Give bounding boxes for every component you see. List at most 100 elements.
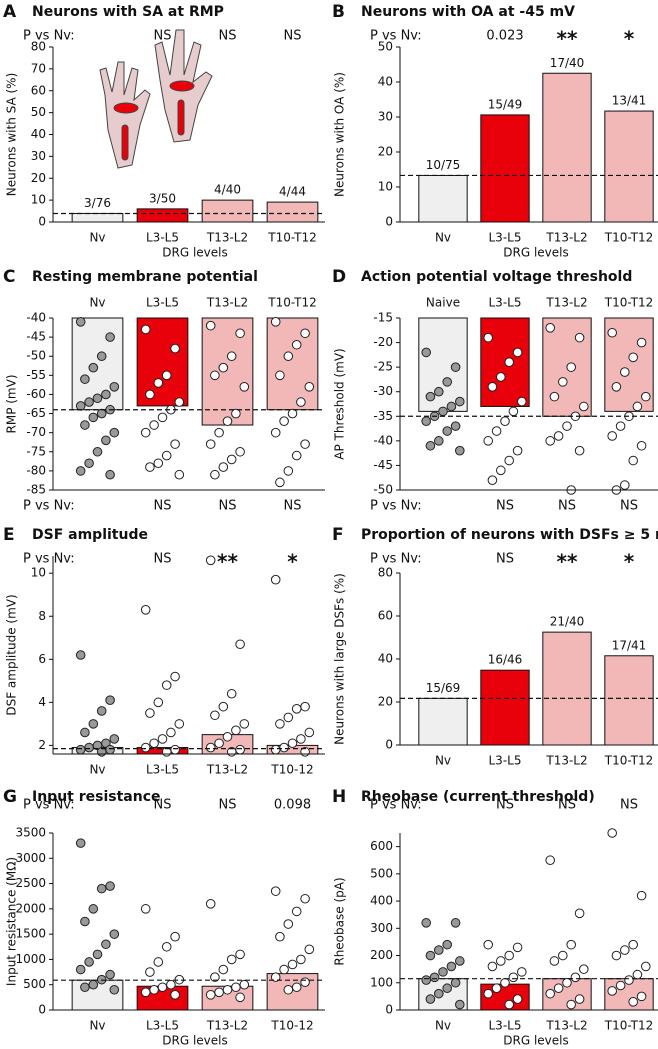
data-point: [438, 406, 448, 417]
data-point: [291, 906, 302, 917]
p-value: NS: [284, 29, 302, 44]
data-point: [88, 412, 99, 423]
y-tick-label: -30: [373, 384, 393, 398]
x-axis-label: DRG levels: [162, 1034, 227, 1048]
data-point: [75, 964, 86, 975]
y-tick-label: -60: [26, 387, 46, 401]
data-point: [283, 712, 294, 723]
data-point: [496, 372, 506, 382]
data-point: [210, 469, 220, 480]
data-point: [170, 744, 180, 755]
data-point: [75, 466, 86, 476]
data-point: [270, 574, 281, 585]
x-tick-label: L3-L5: [146, 1019, 179, 1033]
data-point: [170, 671, 180, 682]
bar-label: 4/40: [214, 183, 241, 197]
p-value: *: [624, 27, 635, 51]
x-tick-label: T13-L2: [206, 1019, 248, 1033]
data-point: [487, 382, 498, 392]
p-label: P vs Nv:: [370, 552, 422, 567]
data-point: [105, 469, 115, 480]
y-tick-label: 1500: [15, 927, 46, 941]
panel-title: Action potential voltage threshold: [361, 269, 632, 285]
data-point: [226, 454, 237, 465]
y-tick-label: 10: [378, 180, 393, 194]
x-tick-label: Nv: [89, 296, 105, 310]
bar: [136, 317, 189, 407]
y-tick-label: 3500: [15, 826, 46, 840]
p-value: **: [217, 550, 238, 574]
data-point: [421, 347, 432, 358]
data-point: [214, 738, 224, 749]
y-tick-label: 60: [31, 83, 46, 97]
y-tick-label: 40: [378, 75, 393, 89]
x-tick-label: Nv: [89, 763, 105, 777]
data-point: [434, 945, 444, 955]
bar: [418, 174, 468, 223]
data-point: [300, 701, 310, 712]
data-point: [231, 982, 241, 993]
data-point: [109, 734, 120, 744]
data-point: [421, 918, 432, 928]
data-point: [96, 408, 107, 419]
panel-label: A: [3, 2, 17, 22]
data-point: [270, 744, 281, 755]
data-point: [628, 997, 639, 1007]
data-point: [545, 436, 556, 446]
bar: [480, 114, 530, 223]
data-point: [222, 416, 233, 427]
data-point: [205, 555, 216, 566]
y-tick-label: 6: [38, 652, 46, 666]
data-point: [161, 450, 172, 461]
data-point: [574, 908, 585, 919]
panel-title: Rheobase (current threshold): [361, 789, 595, 805]
data-point: [574, 445, 585, 456]
data-point: [231, 408, 241, 419]
p-value: NS: [496, 552, 514, 567]
x-axis-label: DRG levels: [503, 1034, 568, 1048]
data-point: [153, 378, 164, 388]
y-tick-label: 2000: [15, 901, 46, 915]
data-point: [574, 332, 585, 343]
data-point: [496, 465, 506, 476]
data-point: [496, 956, 506, 966]
data-point: [304, 944, 315, 955]
data-point: [75, 650, 86, 660]
data-point: [218, 964, 229, 975]
p-value: *: [624, 550, 635, 574]
p-value: NS: [496, 798, 514, 813]
y-tick-label: 400: [370, 894, 393, 908]
data-point: [166, 979, 176, 990]
data-point: [283, 919, 294, 929]
data-point: [450, 421, 461, 431]
data-point: [80, 916, 90, 927]
y-axis-label: Neurons with large DSFs (%): [333, 573, 347, 745]
data-point: [174, 397, 185, 407]
data-point: [205, 742, 216, 753]
y-tick-label: 20: [378, 145, 393, 159]
data-point: [270, 972, 281, 982]
y-tick-label: -35: [373, 409, 393, 423]
data-point: [450, 362, 461, 372]
data-point: [607, 431, 618, 441]
data-point: [235, 639, 245, 650]
data-point: [487, 475, 498, 485]
data-point: [84, 742, 94, 753]
data-point: [205, 990, 216, 1000]
p-value: NS: [154, 798, 172, 813]
data-point: [438, 967, 448, 977]
data-point: [641, 391, 651, 402]
data-point: [75, 317, 86, 327]
data-point: [434, 436, 444, 446]
y-tick-label: 2: [38, 738, 46, 752]
data-point: [80, 420, 90, 430]
data-point: [226, 688, 237, 699]
x-tick-label: T13-L2: [545, 754, 587, 768]
p-value: NS: [558, 798, 576, 813]
data-point: [620, 367, 630, 377]
data-point: [84, 458, 94, 469]
data-point: [429, 972, 440, 983]
data-point: [500, 416, 510, 427]
data-point: [161, 370, 172, 381]
data-point: [239, 382, 250, 392]
